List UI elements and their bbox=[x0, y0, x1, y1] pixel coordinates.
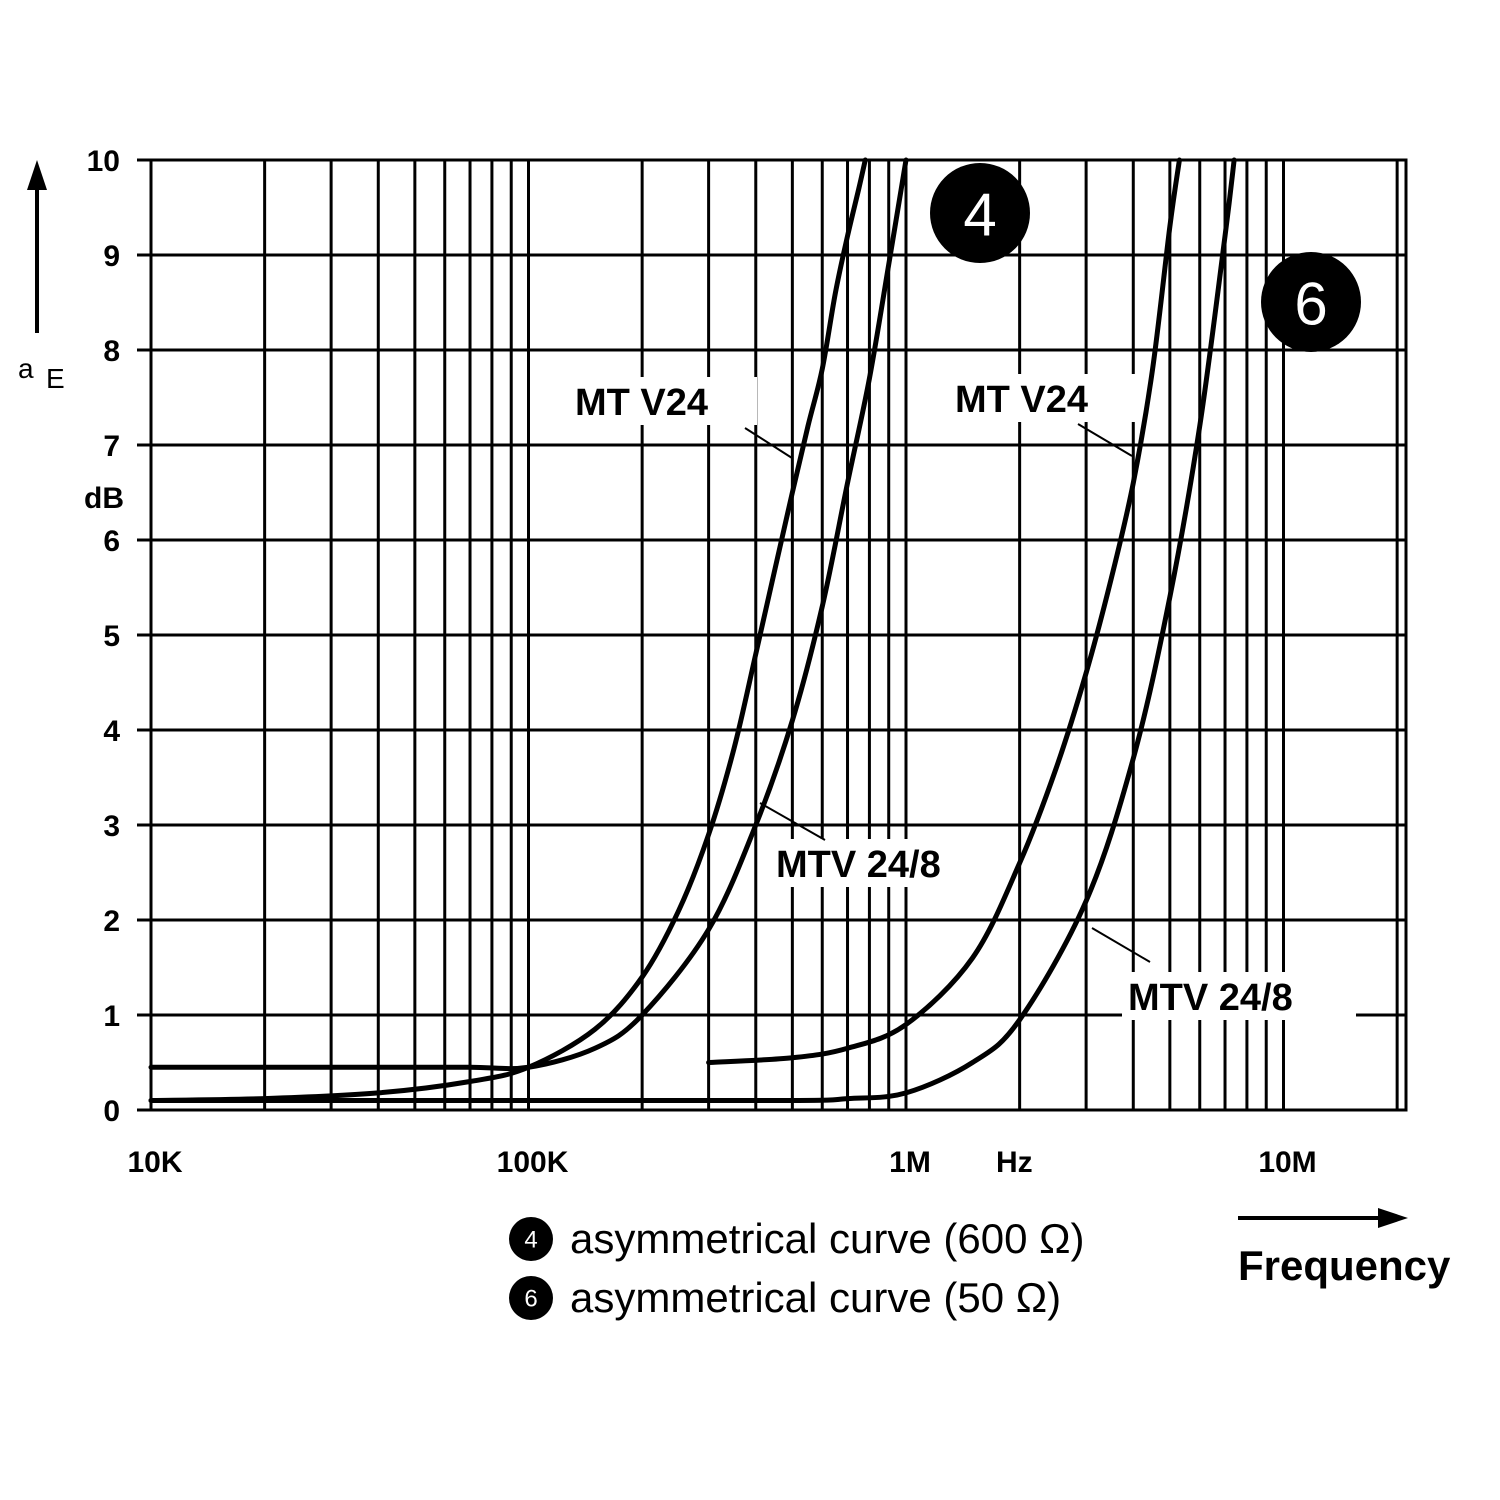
y-axis-unit: dB bbox=[84, 482, 124, 515]
annotations: MT V24 MTV 24/8 MT V24 MTV 24/8 bbox=[569, 374, 1356, 1020]
x-tick-label: 1M bbox=[889, 1146, 931, 1179]
y-tick-labels: 0 1 2 3 4 5 6 7 8 9 10 bbox=[87, 145, 121, 1128]
plot-frame bbox=[149, 158, 1408, 1112]
frequency-label: Frequency bbox=[1238, 1242, 1451, 1289]
series-line-4-mt-v24 bbox=[148, 157, 868, 1103]
series-line-4-mtv-24-8 bbox=[148, 157, 909, 1072]
y-axis-symbol: a bbox=[18, 353, 34, 384]
legend-text-4: asymmetrical curve (600 Ω) bbox=[570, 1215, 1085, 1262]
legend-item-4: 4 asymmetrical curve (600 Ω) bbox=[509, 1215, 1085, 1262]
series-line-6-mtv-24-8 bbox=[148, 157, 1237, 1104]
annotation-bg bbox=[569, 377, 757, 425]
annotation-bg bbox=[949, 374, 1137, 422]
y-tick-label: 3 bbox=[103, 810, 120, 843]
y-tick-label: 7 bbox=[103, 430, 120, 463]
legend-badge-6 bbox=[509, 1276, 553, 1320]
legend-badge-4 bbox=[509, 1217, 553, 1261]
y-tick-label: 1 bbox=[103, 1000, 120, 1033]
legend-badge-6-text: 6 bbox=[524, 1286, 537, 1313]
y-tick-label: 0 bbox=[103, 1095, 120, 1128]
badge-4-circle bbox=[930, 163, 1030, 263]
legend-text-6: asymmetrical curve (50 Ω) bbox=[570, 1274, 1061, 1321]
annotation-bg bbox=[1122, 972, 1356, 1020]
grid bbox=[137, 158, 1408, 1112]
curves bbox=[148, 157, 1237, 1104]
y-axis-subscript: E bbox=[46, 363, 65, 394]
annotation-bg bbox=[770, 839, 982, 887]
annotation-leader bbox=[759, 802, 826, 841]
frequency-arrowhead bbox=[1378, 1208, 1408, 1228]
legend-badge-4-text: 4 bbox=[524, 1227, 537, 1254]
x-tick-label: 10K bbox=[127, 1146, 182, 1179]
y-tick-label: 2 bbox=[103, 905, 120, 938]
badge-6-circle bbox=[1261, 252, 1361, 352]
annotation-leader bbox=[1091, 927, 1151, 963]
badge-4-text: 4 bbox=[963, 182, 996, 249]
y-tick-label: 5 bbox=[103, 620, 120, 653]
y-tick-label: 9 bbox=[103, 240, 120, 273]
annotation-leader bbox=[744, 427, 793, 459]
legend: 4 asymmetrical curve (600 Ω) 6 asymmetri… bbox=[509, 1215, 1085, 1321]
y-tick-label: 6 bbox=[103, 525, 120, 558]
y-tick-label: 4 bbox=[103, 715, 120, 748]
x-tick-label: 100K bbox=[497, 1146, 569, 1179]
annotation-label: MT V24 bbox=[575, 382, 708, 424]
annotation-label: MTV 24/8 bbox=[1128, 977, 1293, 1019]
badge-6: 6 bbox=[1261, 252, 1361, 352]
series-line-6-mt-v24 bbox=[706, 157, 1182, 1065]
x-tick-labels: 10K 100K 1M 10M bbox=[127, 1146, 1316, 1179]
annotation-label: MT V24 bbox=[955, 379, 1088, 421]
x-tick-label: 10M bbox=[1258, 1146, 1316, 1179]
legend-item-6: 6 asymmetrical curve (50 Ω) bbox=[509, 1274, 1061, 1321]
badge-6-text: 6 bbox=[1294, 271, 1327, 338]
x-axis-unit: Hz bbox=[996, 1146, 1033, 1179]
y-tick-label: 8 bbox=[103, 335, 120, 368]
annotation-label: MTV 24/8 bbox=[776, 844, 941, 886]
y-axis-arrowhead bbox=[27, 160, 47, 190]
badge-4: 4 bbox=[930, 163, 1030, 263]
y-tick-label: 10 bbox=[87, 145, 120, 178]
annotation-leader bbox=[1077, 423, 1133, 457]
